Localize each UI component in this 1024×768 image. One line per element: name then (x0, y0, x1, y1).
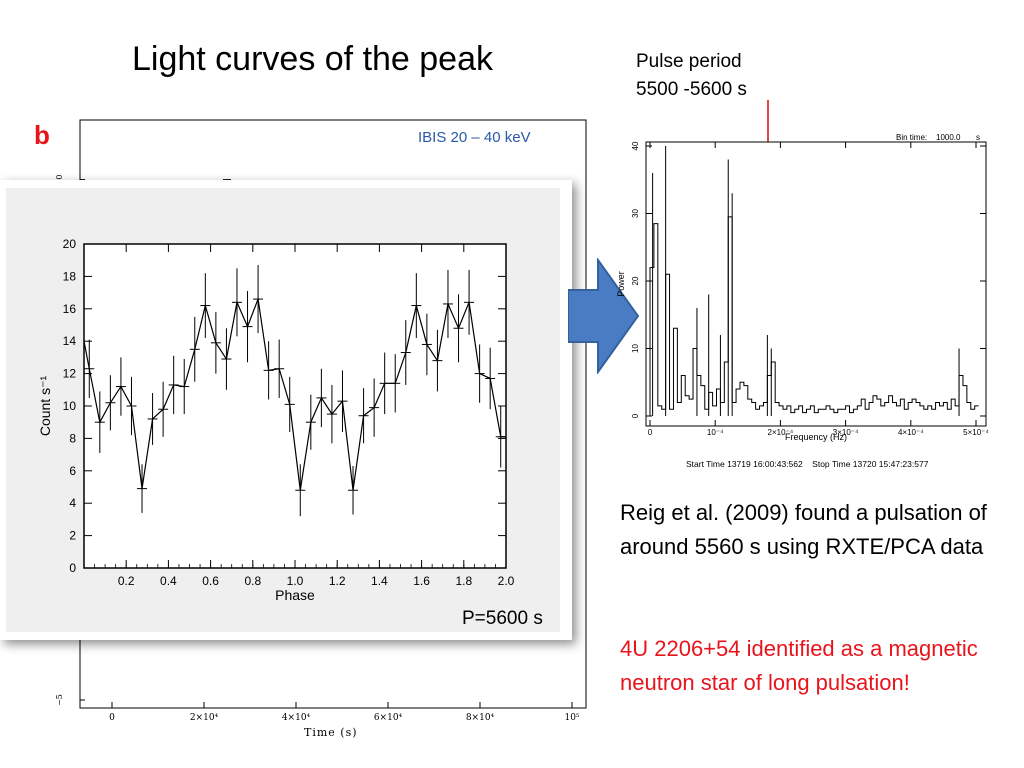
fold-axis-ticks (84, 243, 507, 569)
period-note-line2: 5500 -5600 s (636, 79, 747, 100)
ps-y-tick-label: 30 (631, 209, 640, 218)
fold-x-tick-label: 2.0 (498, 574, 515, 588)
fold-y-tick-label: 14 (63, 334, 77, 348)
fold-y-tick-label: 12 (63, 367, 77, 381)
caption: Reig et al. (2009) found a pulsation of … (620, 500, 987, 559)
fold-y-tick-label: 18 (63, 269, 77, 283)
fold-y-tick-label: 20 (63, 237, 77, 251)
time-series-xlabel: Time (s) (304, 726, 358, 738)
fold-tick-labels: 0 2 4 6 8 10 12 14 16 18 20 0.2 0.4 0.6 0.8 1.0 1.2 1.4 1.… (63, 237, 515, 588)
ps-x-tick-label: 3×10⁻⁴ (833, 428, 859, 437)
fold-y-tick-label: 8 (69, 431, 76, 445)
ts-x-tick-label: 0 (109, 713, 115, 723)
fold-x-tick-label: 1.2 (329, 574, 346, 588)
ts-x-tick-label: 2×10⁴ (190, 713, 219, 723)
ps-x-tick-label: 4×10⁻⁴ (898, 428, 924, 437)
ts-x-tick-label: 8×10⁴ (466, 713, 495, 723)
period-note-line1: Pulse period (636, 51, 742, 72)
fold-x-tick-label: 0.8 (244, 574, 261, 588)
ps-y-tick-label: 10 (631, 344, 640, 353)
ps-tick-labels: 0 10 20 30 40 0 10⁻⁴ 2×10⁻⁴ 3×10⁻⁴ 4×10⁻⁴ 5×10⁻⁴ (631, 141, 989, 437)
ps-y-tick-label: 40 (631, 141, 640, 150)
ps-bin-time-label: Bin time: (896, 133, 927, 142)
fold-ylabel: Count s⁻¹ (37, 376, 53, 437)
fold-y-tick-label: 10 (63, 399, 77, 413)
fold-x-tick-label: 0.4 (160, 574, 177, 588)
ps-x-tick-label: 2×10⁻⁴ (768, 428, 794, 437)
ps-y-tick-label: 0 (631, 413, 640, 418)
fold-x-tick-label: 1.0 (287, 574, 304, 588)
ps-frame (645, 141, 987, 427)
fold-x-tick-label: 0.2 (118, 574, 135, 588)
fold-period-label: P=5600 s (462, 608, 543, 629)
fold-y-tick-label: 2 (69, 529, 76, 543)
right-arrow-shape (568, 258, 640, 374)
ps-bin-time-value: 1000.0 (936, 133, 961, 142)
folded-light-curve: 0 2 4 6 8 10 12 14 16 18 20 0.2 0.4 0.6 0.8 1.0 1.2 1.4 1.… (37, 237, 515, 603)
ps-x-tick-label: 5×10⁻⁴ (963, 428, 989, 437)
fold-x-tick-label: 0.6 (202, 574, 219, 588)
right-arrow-icon (568, 258, 640, 374)
slide-title: Light curves of the peak (132, 40, 494, 78)
fold-y-tick-label: 0 (69, 561, 76, 575)
fold-xlabel: Phase (275, 587, 315, 603)
ps-ylabel: Power (616, 271, 626, 297)
ps-bin-time-unit: s (976, 133, 980, 142)
fold-y-tick-label: 4 (69, 496, 76, 510)
ps-axis-ticks (646, 142, 986, 426)
power-spectrum: Bin time: 1000.0 s 0 10 20 30 40 0 10⁻⁴ 2×10⁻⁴ 3… (616, 133, 989, 469)
fold-plot-frame (83, 243, 507, 569)
ts-y-tick-label: −5 (55, 694, 64, 706)
ps-x-tick-label: 10⁻⁴ (707, 428, 724, 437)
fold-x-tick-label: 1.4 (371, 574, 388, 588)
ps-x-tick-label: 0 (648, 428, 653, 437)
ps-histogram (649, 216, 979, 416)
conclusion-text: 4U 2206+54 identified as a magnetic neut… (620, 636, 978, 695)
ts-x-tick-label: 10⁵ (564, 713, 579, 723)
ts-x-tick-label: 6×10⁴ (374, 713, 403, 723)
ps-y-tick-label: 20 (631, 276, 640, 285)
folded-light-curve-panel: 0 2 4 6 8 10 12 14 16 18 20 0.2 0.4 0.6 0.8 1.0 1.2 1.4 1.… (0, 180, 572, 640)
ps-start-stop: Start Time 13719 16:00:43:562 Stop Time … (686, 459, 929, 469)
fold-y-tick-label: 16 (63, 302, 77, 316)
ps-xlabel: Frequency (Hz) (785, 432, 847, 442)
fold-y-tick-label: 6 (69, 464, 76, 478)
panel-letter: b (34, 120, 50, 150)
ts-y-tick-label: 20 (55, 175, 64, 185)
time-series-legend: IBIS 20 – 40 keV (418, 129, 531, 146)
folded-light-curve-inner: 0 2 4 6 8 10 12 14 16 18 20 0.2 0.4 0.6 0.8 1.0 1.2 1.4 1.… (6, 188, 560, 632)
period-note: Pulse period 5500 -5600 s (636, 48, 747, 104)
ts-x-tick-label: 4×10⁴ (282, 713, 311, 723)
fold-curve (83, 296, 506, 491)
fold-x-tick-label: 1.8 (455, 574, 472, 588)
fold-x-tick-label: 1.6 (413, 574, 430, 588)
